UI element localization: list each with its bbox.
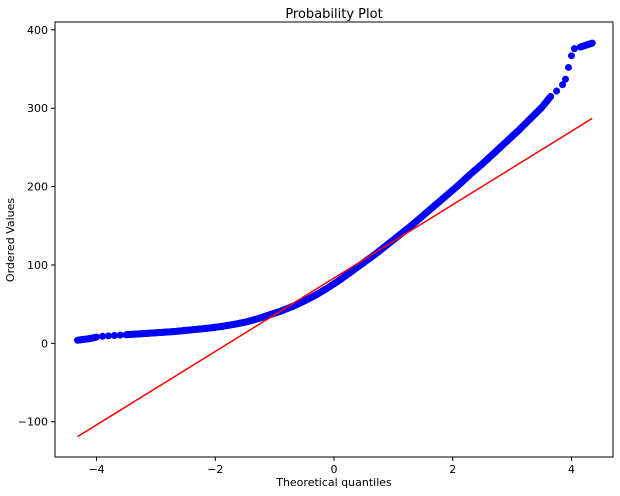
data-point [116, 331, 124, 339]
data-point [538, 103, 546, 111]
x-tick-label: −4 [88, 463, 104, 476]
data-point [443, 191, 451, 199]
data-point [547, 92, 555, 100]
data-point [182, 326, 190, 334]
fit-line-group [77, 117, 593, 438]
data-point [407, 222, 415, 230]
data-point [564, 63, 572, 71]
data-point [98, 332, 106, 340]
data-point [553, 87, 561, 95]
x-axis-ticks: −4 −2 0 2 4 [88, 457, 575, 476]
data-point [514, 127, 522, 135]
data-point [567, 52, 575, 60]
data-point [559, 81, 567, 89]
data-point [490, 149, 498, 157]
x-tick-label: 4 [568, 463, 575, 476]
data-point [104, 332, 112, 340]
y-tick-label: 100 [27, 259, 48, 272]
chart-title: Probability Plot [285, 7, 382, 22]
x-axis-label: Theoretical quantiles [275, 476, 392, 489]
data-point [205, 324, 213, 332]
data-point [419, 212, 427, 220]
data-point [562, 75, 570, 83]
data-point [241, 318, 249, 326]
y-tick-label: 200 [27, 181, 48, 194]
x-tick-label: 0 [331, 463, 338, 476]
data-point [588, 39, 596, 47]
data-point [193, 325, 201, 333]
data-point [431, 201, 439, 209]
data-point [348, 267, 356, 275]
data-point [467, 170, 475, 178]
y-tick-label: 400 [27, 24, 48, 37]
data-point [570, 45, 578, 53]
data-point [478, 160, 486, 168]
y-axis-ticks: −100 0 100 200 300 400 [18, 24, 55, 429]
data-points [74, 39, 596, 344]
data-point [253, 315, 261, 323]
x-tick-label: −2 [207, 463, 223, 476]
data-point [526, 115, 534, 123]
data-point [502, 138, 510, 146]
plot-frame [54, 21, 614, 458]
data-point [372, 250, 380, 258]
data-point [229, 321, 237, 329]
data-point [122, 331, 130, 339]
fit-line [77, 117, 593, 438]
data-point [110, 332, 118, 340]
y-tick-label: 300 [27, 102, 48, 115]
data-point [170, 328, 178, 336]
data-point [217, 323, 225, 330]
y-tick-label: −100 [18, 416, 48, 429]
data-point [146, 329, 154, 337]
data-point [576, 43, 584, 51]
data-point [134, 330, 142, 338]
data-point [93, 333, 101, 341]
y-tick-label: 0 [41, 337, 48, 350]
data-point [324, 284, 332, 292]
data-point [74, 336, 82, 344]
x-tick-label: 2 [449, 463, 456, 476]
data-point [300, 297, 308, 305]
data-point [336, 276, 344, 284]
data-point [455, 181, 463, 189]
data-point [312, 291, 320, 299]
data-point [158, 328, 166, 336]
y-axis-label: Ordered Values [4, 198, 17, 282]
data-point [85, 335, 93, 343]
